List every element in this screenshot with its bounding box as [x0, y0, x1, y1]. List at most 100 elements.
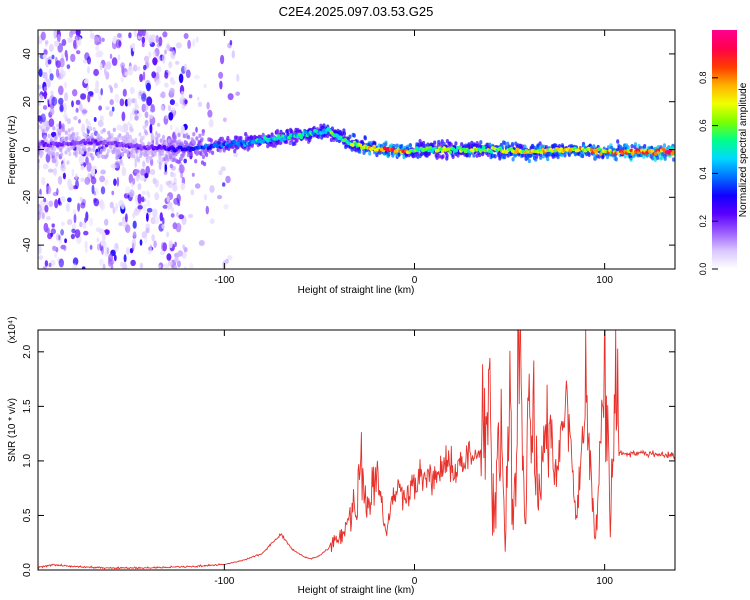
spectrogram-x-tick-label: 100	[596, 275, 613, 286]
spectrogram-ridge-cell	[650, 149, 655, 153]
spectrogram-ridge-halo	[67, 147, 71, 153]
spectrogram-ridge-halo	[662, 143, 667, 148]
spectrogram-ridge-halo	[402, 154, 406, 160]
spectrogram-noise-cell	[132, 212, 136, 219]
spectrogram-noise-cell	[79, 196, 83, 202]
spectrogram-noise-cell	[209, 218, 215, 224]
spectrogram-noise-cell	[162, 242, 167, 252]
spectrogram-noise-cell	[94, 39, 97, 45]
spectrogram-ridge-cell	[94, 139, 98, 143]
spectrogram-noise-cell	[111, 106, 115, 112]
spectrogram-noise-cell	[207, 109, 213, 118]
spectrogram-ridge-halo	[556, 154, 560, 160]
spectrogram-noise-cell	[218, 170, 223, 176]
spectrogram-noise-cell	[49, 107, 55, 116]
spectrogram-ridge-halo	[279, 129, 283, 135]
spectrogram-noise-cell	[87, 56, 91, 65]
spectrogram-noise-cell	[120, 62, 125, 69]
spectrogram-noise-cell	[80, 165, 85, 171]
spectrogram-noise-cell	[159, 251, 165, 256]
spectrogram-noise-cell	[198, 240, 205, 246]
spectrogram-noise-cell	[44, 260, 49, 267]
spectrogram-x-ticks: -100 0 100	[214, 30, 613, 286]
spectrogram-ridge-halo	[368, 151, 372, 156]
spectrogram-noise-cell	[141, 93, 147, 102]
spectrogram-ridge-halo	[54, 135, 58, 140]
spectrogram-ridge-halo	[83, 147, 87, 152]
spectrogram-noise-cell	[72, 257, 79, 266]
spectrogram-noise-cell	[166, 195, 170, 203]
spectrogram-noise-cell	[185, 69, 191, 79]
spectrogram-ridge-halo	[99, 148, 104, 153]
spectrogram-y-tick-label: 40	[22, 48, 33, 60]
spectrogram-ridge-halo	[80, 149, 84, 155]
spectrogram-noise-cell	[203, 194, 208, 201]
spectrogram-noise-cell	[90, 166, 96, 177]
spectrogram-noise-cell	[98, 258, 104, 266]
spectrogram-ridge-halo	[169, 163, 173, 169]
spectrogram-noise-cell	[132, 177, 136, 185]
spectrogram-noise-cell	[53, 30, 57, 39]
spectrogram-ridge-halo	[211, 150, 215, 155]
spectrogram-noise-cell	[167, 202, 171, 211]
spectrogram-ridge-halo	[52, 147, 57, 152]
spectrogram-noise-cell	[38, 161, 41, 171]
spectrogram-noise-cell	[73, 116, 78, 121]
spectrogram-noise-cell	[174, 256, 179, 263]
spectrogram-noise-cell	[98, 36, 102, 45]
spectrogram-noise-cell	[142, 160, 146, 168]
spectrogram-ridge-halo	[557, 144, 562, 149]
colorbar-tick-label: 0.6	[698, 119, 708, 132]
spectrogram-noise-cell	[67, 197, 72, 203]
spectrogram-noise-cell	[141, 190, 146, 196]
spectrogram-ridge-halo	[284, 139, 289, 145]
spectrogram-ridge-halo	[645, 153, 649, 158]
spectrogram-noise-cell	[66, 64, 71, 70]
spectrogram-noise-cell	[111, 57, 118, 66]
spectrogram-ridge-cell	[299, 135, 304, 140]
spectrogram-ridge-halo	[201, 154, 206, 160]
spectrogram-ridge-halo	[493, 154, 497, 159]
spectrogram-ridge-halo	[656, 155, 660, 160]
spectrogram-noise-cell	[117, 33, 122, 38]
spectrogram-ridge-halo	[413, 153, 417, 158]
spectrogram-noise-cell	[57, 34, 61, 43]
spectrogram-ridge-halo	[488, 142, 492, 147]
spectrogram-noise-cell	[97, 50, 104, 58]
spectrogram-ridge-halo	[166, 157, 170, 162]
spectrogram-ridge-halo	[70, 126, 74, 132]
spectrogram-noise-cell	[125, 224, 131, 234]
spectrogram-ridge-halo	[437, 139, 441, 145]
spectrogram-noise-cell	[184, 266, 187, 269]
spectrogram-ridge-halo	[298, 129, 302, 134]
spectrogram-ridge-cell	[436, 148, 440, 153]
spectrogram-noise-cell	[145, 227, 150, 234]
spectrogram-noise-cell	[130, 259, 136, 267]
spectrogram-ridge-halo	[42, 128, 46, 134]
spectrogram-ridge-halo	[322, 123, 326, 128]
spectrogram-noise-cell	[50, 90, 54, 96]
spectrogram-noise-cell	[53, 168, 57, 176]
colorbar-label: Normalized spectral amplitude	[738, 82, 749, 217]
spectrogram-ridge-halo	[192, 140, 196, 145]
spectrogram-ridge-halo	[132, 154, 136, 159]
spectrogram-noise-cell	[99, 175, 106, 183]
spectrogram-noise-cell	[172, 222, 178, 230]
spectrogram-noise-cell	[148, 34, 154, 45]
spectrogram-ridge-cell	[103, 139, 107, 144]
spectrogram-noise-cell	[164, 49, 167, 55]
snr-x-ticks: -100 0 100	[214, 330, 613, 587]
spectrogram-ridge-halo	[168, 153, 172, 158]
spectrogram-noise-cell	[71, 223, 77, 230]
spectrogram-noise-cell	[218, 71, 224, 79]
spectrogram-noise-cell	[104, 179, 109, 186]
spectrogram-noise-cell	[83, 79, 89, 84]
spectrogram-ridge-halo	[117, 150, 121, 155]
spectrogram-noise-cell	[60, 229, 64, 236]
spectrogram-noise-cell	[164, 82, 169, 88]
spectrogram-noise-cell	[142, 203, 147, 214]
spectrogram-noise-cell	[143, 55, 150, 63]
spectrogram-noise-cell	[80, 177, 85, 182]
spectrogram-noise-cell	[182, 244, 186, 250]
spectrogram-noise-cell	[164, 164, 168, 173]
